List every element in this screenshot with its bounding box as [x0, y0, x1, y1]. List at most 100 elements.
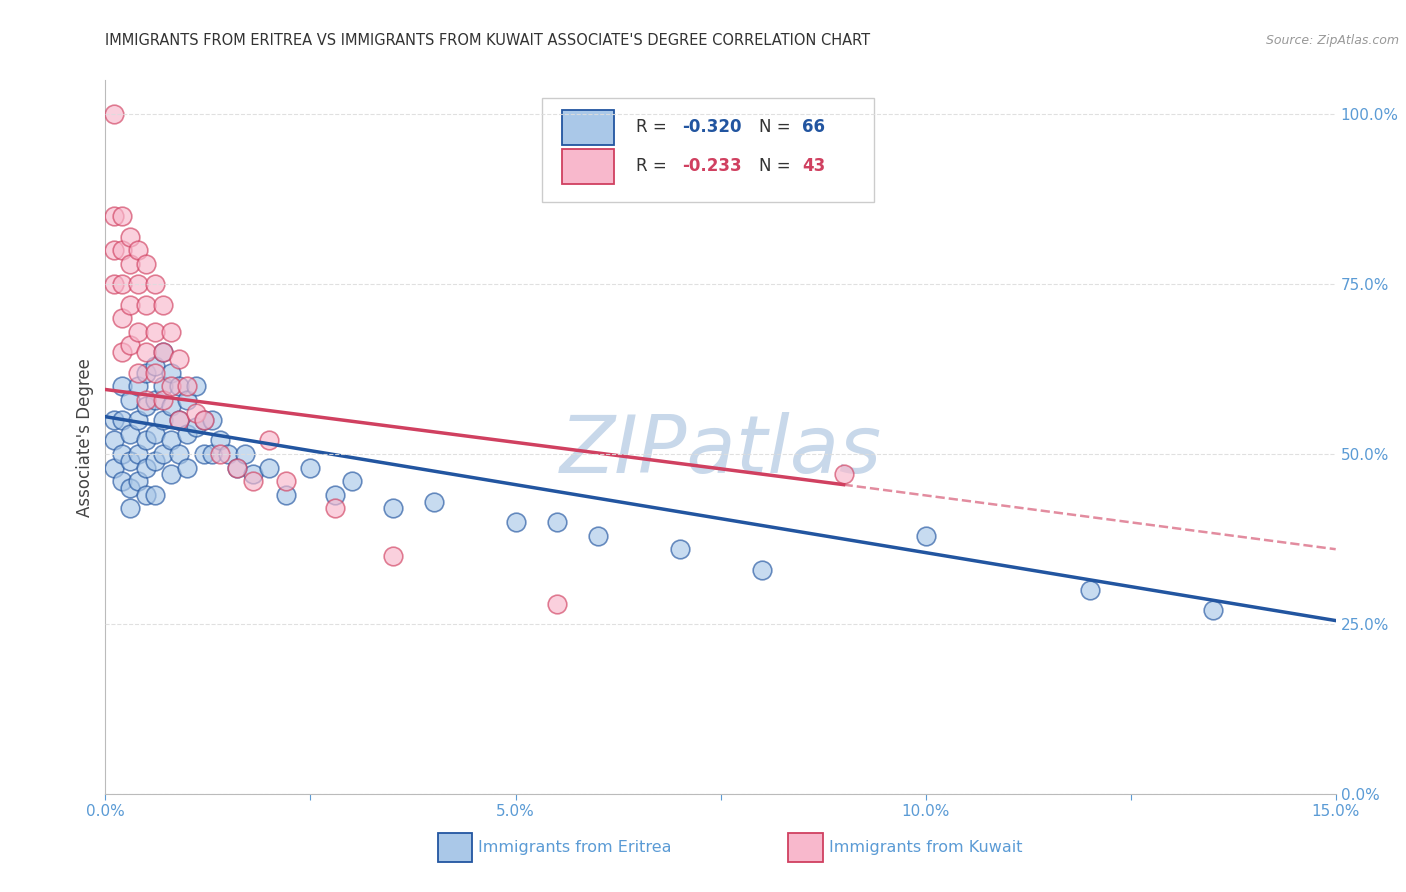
Point — [111, 447, 134, 461]
Point — [381, 501, 404, 516]
Text: N =: N = — [759, 118, 796, 136]
Point — [111, 413, 134, 427]
Point — [381, 549, 404, 563]
Point — [127, 413, 149, 427]
Point — [111, 379, 134, 393]
Point — [143, 488, 166, 502]
Point — [169, 379, 191, 393]
Point — [120, 481, 141, 495]
Text: -0.233: -0.233 — [682, 157, 742, 175]
Point — [120, 392, 141, 407]
Point — [143, 366, 166, 380]
Point — [169, 351, 191, 366]
Point — [176, 379, 198, 393]
Point — [120, 426, 141, 441]
Point — [152, 379, 174, 393]
Point — [274, 488, 297, 502]
Point — [176, 460, 198, 475]
Point — [340, 475, 363, 489]
Point — [127, 447, 149, 461]
Text: R =: R = — [636, 118, 672, 136]
Text: 43: 43 — [801, 157, 825, 175]
Point — [135, 297, 157, 311]
Point — [160, 379, 183, 393]
Point — [751, 563, 773, 577]
Point — [143, 392, 166, 407]
Point — [103, 107, 125, 121]
Point — [422, 494, 444, 508]
Point — [668, 542, 690, 557]
Point — [242, 475, 264, 489]
Point — [135, 366, 157, 380]
Point — [103, 434, 125, 448]
Point — [184, 379, 207, 393]
Point — [143, 426, 166, 441]
Point — [233, 447, 256, 461]
Point — [914, 528, 936, 542]
Point — [1078, 582, 1101, 597]
Point — [209, 447, 232, 461]
Point — [135, 460, 157, 475]
Point — [169, 447, 191, 461]
Point — [103, 243, 125, 257]
Point — [120, 257, 141, 271]
Point — [546, 515, 568, 529]
Point — [152, 447, 174, 461]
Point — [201, 413, 224, 427]
Point — [184, 420, 207, 434]
Point — [505, 515, 527, 529]
Point — [127, 475, 149, 489]
Point — [152, 297, 174, 311]
Point — [193, 447, 215, 461]
Point — [120, 454, 141, 468]
Point — [111, 277, 134, 292]
Point — [135, 488, 157, 502]
Point — [193, 413, 215, 427]
Point — [120, 229, 141, 244]
Bar — [562, 110, 613, 145]
Point — [120, 338, 141, 352]
Point — [127, 325, 149, 339]
Point — [586, 528, 609, 542]
Point — [832, 467, 855, 482]
Text: Immigrants from Eritrea: Immigrants from Eritrea — [478, 840, 672, 855]
Point — [160, 400, 183, 414]
Point — [143, 277, 166, 292]
FancyBboxPatch shape — [543, 98, 875, 202]
Bar — [562, 149, 613, 185]
Point — [1202, 603, 1225, 617]
Point — [152, 413, 174, 427]
Point — [259, 460, 281, 475]
Point — [143, 454, 166, 468]
Point — [111, 209, 134, 223]
Point — [103, 209, 125, 223]
Point — [274, 475, 297, 489]
Point — [111, 345, 134, 359]
Point — [218, 447, 240, 461]
Point — [225, 460, 247, 475]
Point — [152, 345, 174, 359]
Point — [135, 400, 157, 414]
Point — [160, 325, 183, 339]
Text: N =: N = — [759, 157, 796, 175]
Point — [120, 297, 141, 311]
Text: ZIPatlas: ZIPatlas — [560, 412, 882, 491]
Point — [169, 413, 191, 427]
Point — [143, 359, 166, 373]
Text: IMMIGRANTS FROM ERITREA VS IMMIGRANTS FROM KUWAIT ASSOCIATE'S DEGREE CORRELATION: IMMIGRANTS FROM ERITREA VS IMMIGRANTS FR… — [105, 33, 870, 47]
Point — [193, 413, 215, 427]
Point — [135, 434, 157, 448]
Point — [299, 460, 322, 475]
Point — [176, 392, 198, 407]
Point — [242, 467, 264, 482]
Text: -0.320: -0.320 — [682, 118, 742, 136]
Point — [127, 277, 149, 292]
Point — [201, 447, 224, 461]
Point — [160, 467, 183, 482]
Y-axis label: Associate's Degree: Associate's Degree — [76, 358, 94, 516]
Point — [546, 597, 568, 611]
Point — [143, 325, 166, 339]
Point — [225, 460, 247, 475]
Point — [120, 501, 141, 516]
Point — [135, 392, 157, 407]
